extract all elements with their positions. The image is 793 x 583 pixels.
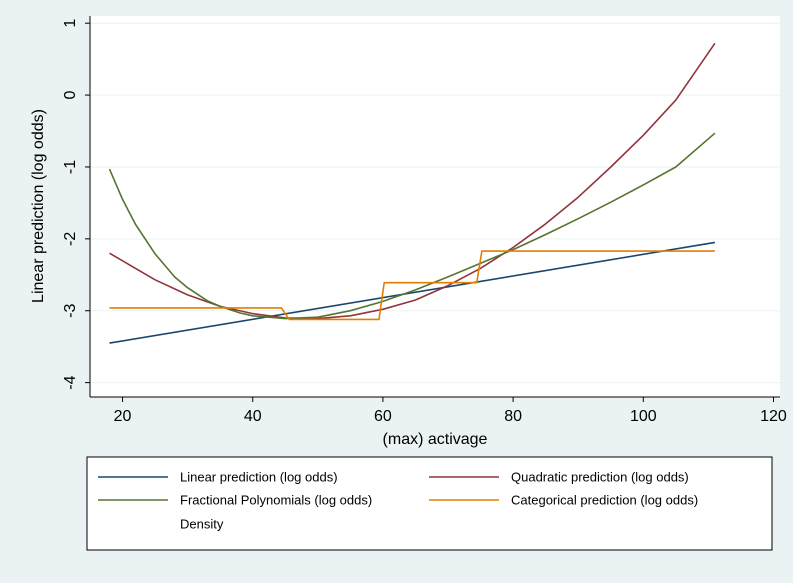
series-line-3 <box>109 250 715 321</box>
x-tick-label: 100 <box>630 408 657 425</box>
x-ticks: 20 40 60 80 100 120 <box>114 397 787 425</box>
y-tick-label: -3 <box>62 304 79 318</box>
x-tick-label: 40 <box>244 408 262 425</box>
y-tick-label: 1 <box>62 19 79 28</box>
y-tick-label: 0 <box>62 91 79 100</box>
gridlines <box>90 22 780 384</box>
legend-box <box>86 456 773 551</box>
y-tick-label: -4 <box>62 375 79 389</box>
series-line-0 <box>109 241 716 344</box>
plot-area <box>90 16 780 397</box>
y-tick-label: -2 <box>62 232 79 246</box>
x-tick-label: 80 <box>504 408 522 425</box>
y-tick-label: -1 <box>62 160 79 174</box>
y-axis-title: Linear prediction (log odds) <box>30 109 47 303</box>
y-ticks: -4 -3 -2 -1 0 1 <box>62 19 90 390</box>
legend-label-3: Categorical prediction (log odds) <box>511 493 698 508</box>
x-tick-label: 20 <box>114 408 132 425</box>
legend: Linear prediction (log odds) Quadratic pr… <box>98 470 698 532</box>
legend-label-2: Fractional Polynomials (log odds) <box>180 493 372 508</box>
x-tick-label: 120 <box>760 408 787 425</box>
x-tick-label: 60 <box>374 408 392 425</box>
legend-label-0: Linear prediction (log odds) <box>180 470 338 485</box>
series-layer <box>108 42 716 344</box>
legend-label-4: Density <box>180 517 224 532</box>
legend-label-1: Quadratic prediction (log odds) <box>511 470 689 485</box>
x-axis-title: (max) activage <box>383 431 488 448</box>
series-line-2 <box>108 132 716 320</box>
